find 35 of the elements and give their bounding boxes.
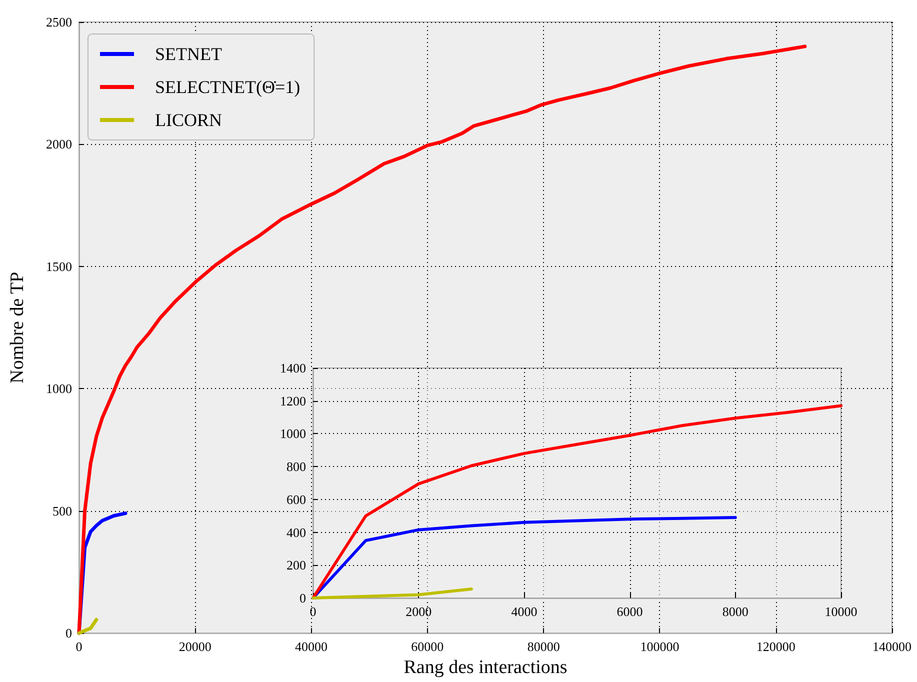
y-tick-label: 2000 — [46, 136, 72, 152]
y-tick-label: 400 — [286, 524, 306, 540]
y-tick-label: 0 — [300, 590, 306, 606]
y-axis-title: Nombre de TP — [7, 272, 28, 384]
y-tick-label: 0 — [66, 626, 72, 641]
x-tick-label: 4000 — [511, 604, 538, 619]
y-tick-label: 200 — [286, 558, 306, 573]
x-tick-label: 2000 — [406, 604, 432, 619]
x-tick-label: 6000 — [616, 604, 643, 619]
y-tick-label: 800 — [286, 459, 306, 474]
y-tick-label: 1500 — [46, 258, 72, 274]
x-tick-label: 60000 — [411, 639, 444, 654]
y-tick-label: 1400 — [280, 360, 306, 376]
y-tick-label: 1200 — [280, 393, 306, 408]
legend-label: SETNET — [155, 44, 222, 64]
x-tick-label: 0 — [76, 639, 82, 654]
legend-label: LICORN — [155, 110, 222, 130]
y-tick-label: 500 — [52, 503, 72, 518]
line-series — [77, 44, 807, 635]
line-series — [312, 587, 473, 600]
x-tick-label: 100000 — [640, 639, 680, 654]
x-tick-label: 120000 — [756, 639, 796, 654]
y-tick-label: 1000 — [46, 381, 72, 396]
y-tick-label: 600 — [286, 492, 306, 507]
x-tick-label: 8000 — [722, 604, 748, 619]
x-tick-label: 40000 — [295, 639, 328, 654]
line-series — [77, 618, 98, 635]
legend-label: SELECTNET(Θ̇=1) — [155, 77, 300, 97]
x-axis-title: Rang des interactions — [404, 657, 568, 678]
x-tick-label: 80000 — [527, 639, 560, 654]
x-tick-label: 10000 — [824, 604, 858, 619]
x-tick-label: 140000 — [872, 639, 912, 654]
y-tick-label: 2500 — [46, 14, 72, 30]
x-tick-label: 20000 — [178, 639, 212, 654]
y-tick-label: 1000 — [280, 426, 306, 442]
